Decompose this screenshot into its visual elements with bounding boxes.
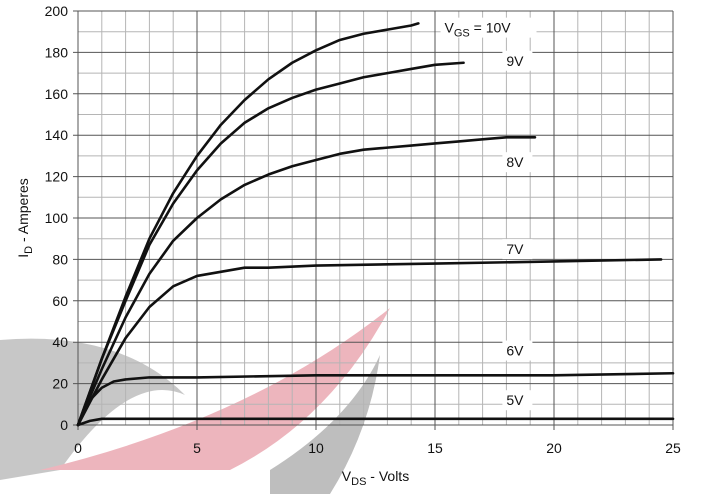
curve [76, 22, 420, 427]
x-tick-label: 20 [546, 440, 562, 456]
curve [76, 417, 675, 427]
x-axis-label: VDS - Volts [342, 468, 409, 488]
y-axis-label-part: D [23, 246, 35, 254]
series-label: 7V [506, 241, 524, 257]
series-label-part: GS [454, 28, 470, 40]
curve [76, 371, 675, 427]
series-label-bg [502, 152, 533, 173]
series-label: 9V [506, 53, 524, 69]
x-tick-label: 15 [427, 440, 443, 456]
y-tick-label: 60 [52, 293, 68, 309]
series-label-part: = 10V [470, 20, 512, 36]
y-tick-label: 180 [45, 44, 69, 60]
series-label: 5V [506, 392, 524, 408]
y-tick-label: 200 [45, 3, 69, 19]
y-tick-label: 120 [45, 169, 69, 185]
series-label-bg [502, 50, 533, 71]
y-tick-label: 20 [52, 376, 68, 392]
watermark [0, 308, 390, 494]
x-tick-label: 10 [308, 440, 324, 456]
x-axis-label-part: V [342, 468, 352, 484]
series-label-bg [502, 340, 533, 361]
series-label: 6V [506, 343, 524, 359]
curves [76, 22, 675, 427]
grid [73, 10, 674, 430]
y-axis-label: ID - Amperes [15, 178, 35, 258]
y-tick-label: 0 [60, 417, 68, 433]
x-tick-label: 5 [193, 440, 201, 456]
series-label-bg [502, 390, 533, 411]
x-tick-label: 0 [74, 440, 82, 456]
y-axis-label-part: I [15, 254, 31, 258]
y-tick-label: 160 [45, 86, 69, 102]
watermark-shape [40, 308, 390, 470]
curve [76, 258, 663, 427]
curve [76, 61, 465, 427]
y-tick-label: 140 [45, 127, 69, 143]
y-tick-label: 40 [52, 334, 68, 350]
x-axis-label-part: DS [351, 476, 366, 488]
series-label-part: V [445, 20, 455, 36]
x-tick-label: 25 [665, 440, 681, 456]
series-label-bg [440, 17, 537, 38]
series-label: 8V [506, 154, 524, 170]
watermark-shape [270, 355, 380, 494]
curve [76, 135, 537, 427]
series-label-bg [502, 239, 533, 260]
watermark-shape [0, 338, 185, 480]
x-axis-label-part: - Volts [366, 468, 409, 484]
y-tick-label: 80 [52, 251, 68, 267]
y-tick-label: 100 [45, 210, 69, 226]
labels: 0 5 10 15 20 25020406080100120140160180200VGS… [15, 3, 681, 488]
series-label: VGS = 10V [445, 20, 512, 40]
y-axis-label-part: - Amperes [15, 178, 31, 246]
